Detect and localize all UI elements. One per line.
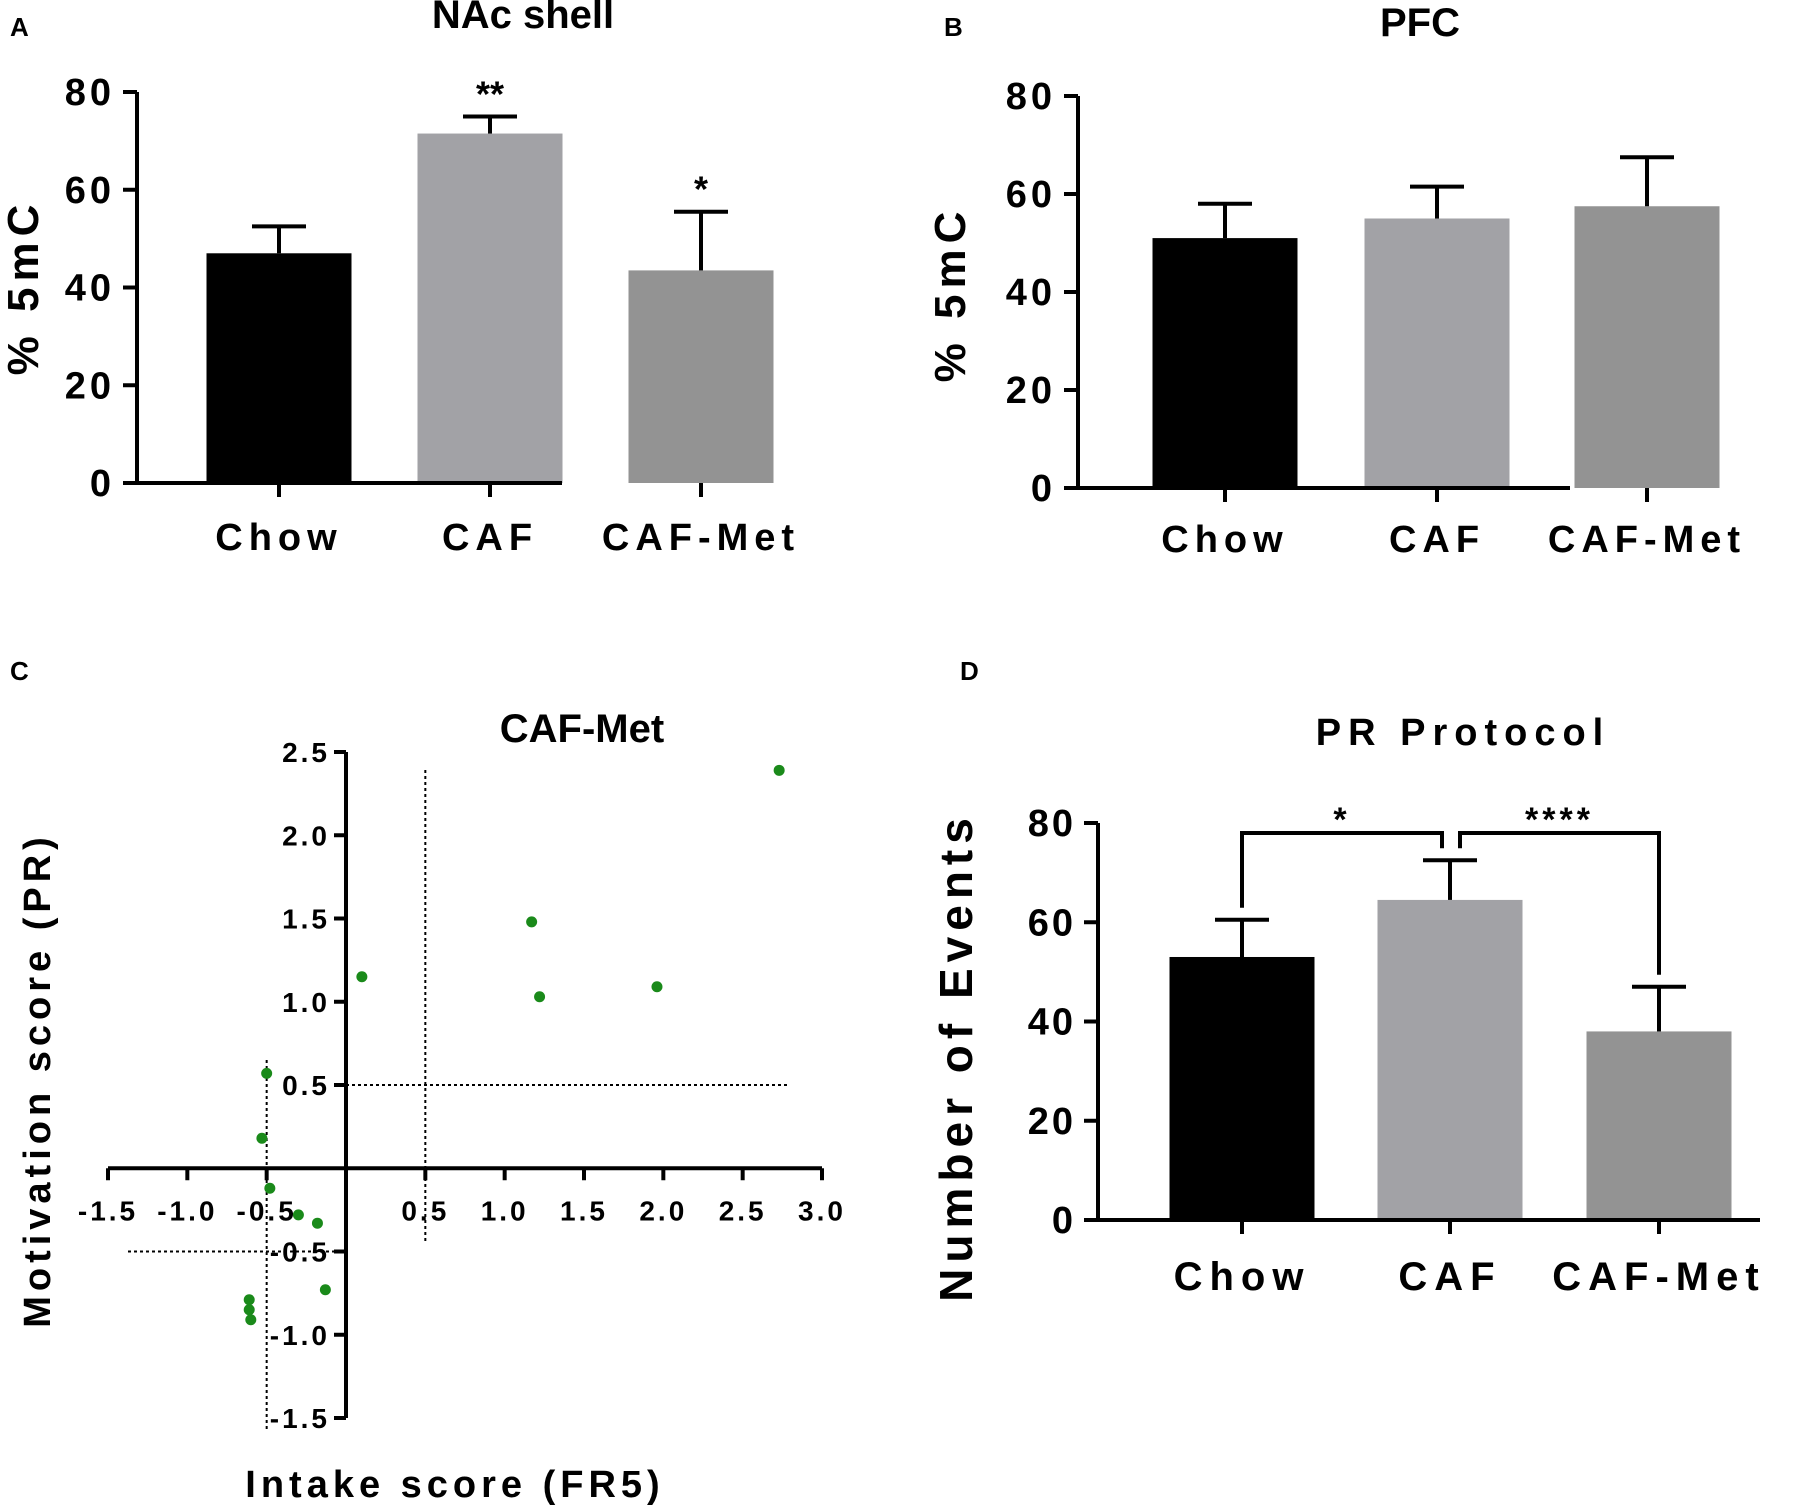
y-tick-label: 40: [1028, 1002, 1076, 1044]
bar-caf-met: [1586, 1031, 1732, 1220]
y-tick-label: 40: [1006, 272, 1056, 314]
category-label: CAF: [442, 517, 538, 559]
x-tick-label: 3.0: [798, 1195, 846, 1226]
bar-caf: [417, 133, 563, 483]
y-tick-label: 1.0: [282, 987, 330, 1018]
y-tick-label: 40: [65, 268, 115, 310]
y-tick-label: -1.5: [270, 1403, 330, 1434]
x-tick-label: 0.5: [401, 1195, 449, 1226]
bar-chow: [1169, 956, 1315, 1220]
y-tick-label: 60: [1006, 174, 1056, 216]
category-label: Chow: [1174, 1255, 1311, 1299]
chart-title: CAF-Met: [500, 707, 664, 751]
data-point: [356, 971, 368, 983]
chart-title: PFC: [1380, 1, 1460, 45]
y-tick-label: 0: [1052, 1200, 1076, 1242]
x-tick-label: 2.0: [639, 1195, 687, 1226]
bar-caf-met: [628, 270, 774, 483]
y-tick-label: 20: [1028, 1101, 1076, 1143]
panel-letter: B: [944, 12, 963, 42]
category-label: CAF: [1389, 519, 1485, 561]
x-axis-label: Intake score (FR5): [245, 1464, 664, 1505]
y-axis-label: Number of Events: [930, 812, 982, 1302]
data-point: [243, 1304, 255, 1316]
x-tick-label: 2.5: [719, 1195, 767, 1226]
data-point: [243, 1294, 255, 1306]
x-tick-label: -1.0: [157, 1195, 217, 1226]
category-label: CAF-Met: [602, 517, 800, 559]
significance-bracket: [1458, 831, 1661, 975]
y-tick-label: 1.5: [282, 904, 330, 935]
panel-letter: C: [10, 656, 29, 686]
bar-chow: [206, 253, 352, 483]
category-label: CAF: [1398, 1255, 1501, 1299]
x-tick-label: 1.0: [481, 1195, 529, 1226]
significance-label: *: [1333, 801, 1350, 839]
bar-caf: [1364, 218, 1510, 488]
data-point: [256, 1132, 268, 1144]
significance-label: *: [694, 169, 708, 210]
significance-label: **: [476, 73, 504, 114]
data-point: [651, 981, 663, 993]
panel-letter: A: [10, 12, 29, 42]
y-axis-label: Motivation score (PR): [17, 832, 59, 1328]
x-tick-label: -0.5: [237, 1195, 297, 1226]
y-tick-label: 0: [1031, 468, 1056, 510]
panel-c: C CAF-Met -1.5 -1.0 -0.5 0.5 1.0 1.5 2.0 2.5 3.0 -1…: [10, 656, 846, 1505]
data-point: [264, 1182, 276, 1194]
panel-letter: D: [960, 656, 979, 686]
bar-caf: [1377, 899, 1523, 1220]
data-point: [292, 1209, 304, 1221]
y-tick-label: 2.5: [282, 737, 330, 768]
y-axis-label: % 5mC: [926, 206, 975, 383]
data-point: [261, 1067, 273, 1079]
category-label: CAF-Met: [1552, 1255, 1765, 1299]
panel-d: D PR Protocol 0 20 40 60 80 Chow CAF CAF-Met Numbe…: [930, 656, 1765, 1302]
y-tick-label: 0: [90, 463, 115, 505]
y-tick-label: 60: [65, 170, 115, 212]
y-tick-label: 0.5: [282, 1070, 330, 1101]
significance-label: ****: [1525, 801, 1594, 839]
bar-caf-met: [1574, 206, 1720, 488]
bar-chow: [1152, 238, 1298, 488]
x-tick-label: 1.5: [560, 1195, 608, 1226]
y-tick-label: 80: [65, 72, 115, 114]
y-tick-label: 2.0: [282, 820, 330, 851]
category-label: CAF-Met: [1548, 519, 1746, 561]
data-point: [319, 1284, 331, 1296]
data-point: [526, 916, 538, 928]
category-label: Chow: [1161, 519, 1288, 561]
chart-title: PR Protocol: [1316, 712, 1610, 754]
y-tick-label: 60: [1028, 902, 1076, 944]
significance-bracket: [1240, 831, 1444, 908]
chart-title: NAc shell: [432, 0, 614, 37]
data-point: [773, 764, 785, 776]
y-tick-label: 20: [1006, 370, 1056, 412]
y-tick-label: 20: [65, 365, 115, 407]
data-point: [245, 1314, 257, 1326]
data-point: [311, 1217, 323, 1229]
panel-b: B PFC 0 20 40 60 80 Chow CAF CAF-Met % 5mC: [926, 1, 1746, 561]
y-tick-label: 80: [1028, 803, 1076, 845]
x-tick-label: -1.5: [78, 1195, 138, 1226]
data-point: [534, 991, 546, 1003]
y-tick-label: 80: [1006, 76, 1056, 118]
y-axis-label: % 5mC: [0, 199, 48, 376]
category-label: Chow: [215, 517, 342, 559]
y-tick-label: -1.0: [270, 1320, 330, 1351]
